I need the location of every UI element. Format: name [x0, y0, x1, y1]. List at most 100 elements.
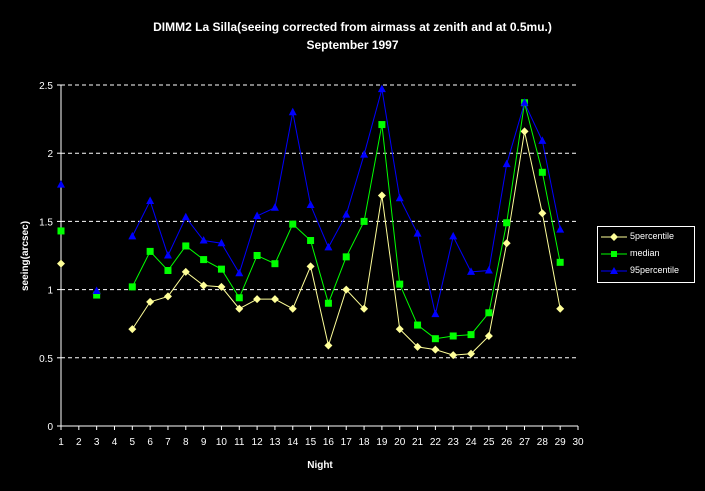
data-point-5percentile	[57, 259, 65, 268]
data-point-5percentile	[163, 292, 172, 301]
data-point-median	[146, 247, 154, 255]
data-point-5percentile	[377, 191, 386, 200]
series-median	[57, 99, 564, 343]
data-point-95percentile	[146, 196, 155, 204]
series-95percentile	[57, 84, 565, 318]
y-tick-label: 2	[47, 149, 53, 160]
data-point-5percentile	[449, 351, 458, 360]
data-point-95percentile	[217, 238, 226, 247]
y-tick-label: 2.5	[39, 81, 53, 92]
x-tick-label: 26	[501, 437, 513, 448]
data-point-5percentile	[484, 331, 493, 340]
data-point-median	[271, 260, 279, 268]
legend-item-95percentile: 95percentile	[598, 264, 694, 278]
data-point-median	[396, 280, 404, 288]
x-tick-label: 30	[572, 437, 584, 448]
x-tick-label: 17	[341, 437, 353, 448]
data-point-95percentile	[449, 231, 458, 240]
data-point-95percentile	[199, 235, 208, 244]
data-point-median	[342, 253, 350, 261]
x-tick-label: 18	[359, 437, 371, 448]
x-tick-label: 12	[252, 437, 264, 448]
data-point-5percentile	[502, 239, 511, 248]
x-tick-label: 14	[287, 437, 299, 448]
x-tick-label: 7	[165, 437, 171, 448]
data-point-95percentile	[360, 150, 369, 158]
data-point-5percentile	[253, 295, 262, 304]
data-point-median	[485, 309, 493, 317]
data-point-95percentile	[484, 266, 493, 274]
y-tick-label: 1	[47, 286, 53, 297]
y-tick-label: 1.5	[39, 217, 53, 228]
series-line-5percentile	[131, 131, 561, 356]
data-point-median	[431, 335, 439, 343]
data-point-median	[253, 252, 261, 259]
data-point-median	[93, 291, 101, 299]
legend-item-5percentile: 5percentile	[598, 230, 694, 244]
data-point-median	[538, 168, 546, 176]
data-point-95percentile	[306, 200, 315, 209]
x-tick-label: 2	[76, 437, 82, 448]
data-point-5percentile	[146, 297, 155, 306]
data-point-95percentile	[235, 268, 244, 277]
data-point-5percentile	[199, 281, 208, 290]
data-point-5percentile	[270, 295, 279, 304]
x-tick-label: 3	[94, 437, 100, 448]
data-point-5percentile	[467, 349, 476, 358]
data-point-95percentile	[502, 159, 511, 168]
data-point-95percentile	[377, 84, 386, 93]
x-tick-label: 27	[519, 437, 531, 448]
data-point-median	[360, 217, 368, 225]
legend-marker-square-icon	[601, 251, 627, 257]
data-point-median	[503, 219, 511, 227]
x-tick-label: 8	[183, 437, 189, 448]
x-tick-label: 21	[412, 437, 424, 448]
data-point-95percentile	[270, 203, 279, 211]
x-tick-label: 11	[234, 437, 245, 448]
y-axis-title: seeing(arcsec)	[20, 221, 31, 291]
data-point-95percentile	[431, 309, 440, 318]
data-point-95percentile	[556, 225, 565, 233]
data-point-5percentile	[128, 325, 137, 334]
data-point-95percentile	[413, 229, 422, 237]
data-point-5percentile	[520, 127, 529, 136]
legend: 5percentile median 95percentile	[597, 226, 695, 283]
data-point-median	[57, 227, 65, 235]
x-tick-label: 10	[216, 437, 228, 448]
data-point-median	[289, 220, 297, 228]
data-point-95percentile	[253, 211, 262, 219]
legend-label: median	[630, 248, 660, 258]
x-tick-label: 5	[130, 437, 136, 448]
data-point-5percentile	[235, 304, 244, 313]
legend-label: 5percentile	[630, 231, 675, 241]
data-point-95percentile	[324, 242, 333, 251]
data-point-5percentile	[413, 342, 422, 351]
data-point-5percentile	[306, 262, 315, 271]
data-point-median	[200, 256, 208, 264]
data-point-5percentile	[324, 341, 333, 350]
x-tick-label: 23	[448, 437, 460, 448]
x-tick-label: 25	[483, 437, 495, 448]
data-point-5percentile	[288, 304, 297, 313]
series-line-median	[131, 102, 561, 340]
data-point-median	[324, 299, 332, 307]
x-tick-label: 24	[465, 437, 477, 448]
legend-marker-diamond-icon	[601, 233, 627, 241]
data-point-5percentile	[538, 209, 547, 218]
data-point-95percentile	[342, 210, 351, 218]
data-point-median	[235, 294, 243, 302]
data-point-5percentile	[395, 325, 404, 334]
x-tick-label: 6	[147, 437, 153, 448]
data-point-95percentile	[467, 267, 476, 275]
x-tick-label: 4	[112, 437, 118, 448]
legend-label: 95percentile	[630, 265, 680, 275]
data-point-median	[449, 332, 457, 340]
x-tick-label: 15	[305, 437, 317, 448]
data-point-median	[164, 267, 172, 275]
data-point-95percentile	[163, 251, 172, 259]
data-point-95percentile	[128, 231, 137, 240]
data-point-median	[378, 121, 386, 129]
legend-item-median: median	[598, 247, 694, 261]
data-point-5percentile	[556, 304, 565, 313]
